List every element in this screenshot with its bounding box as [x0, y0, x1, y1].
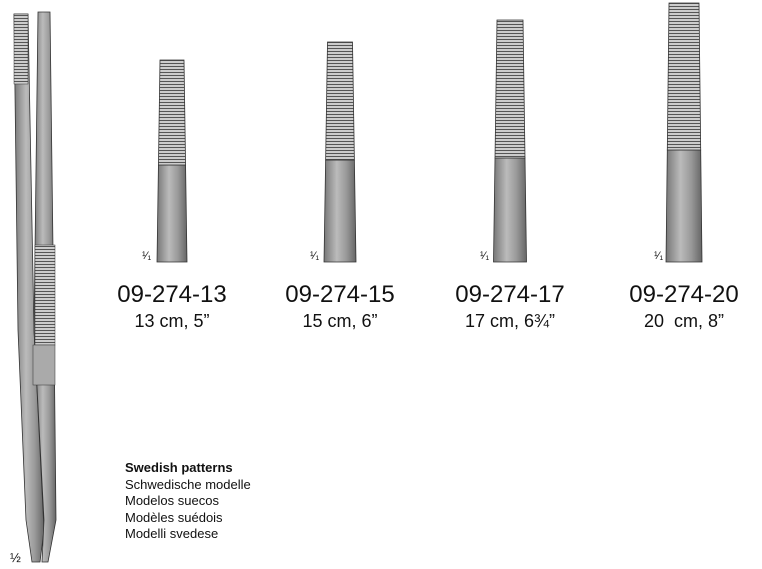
description-title: Swedish patterns — [125, 460, 233, 475]
item-scale: ¹⁄₁ — [142, 250, 152, 262]
tip-shaft — [665, 149, 703, 263]
tip-serration — [325, 41, 355, 161]
item-size: 15 cm, 6” — [302, 311, 378, 331]
tip-serration — [494, 19, 526, 159]
item-size: 17 cm, 6¾” — [464, 311, 556, 331]
tip-serration — [158, 59, 186, 166]
item-size: 13 cm, 5” — [134, 311, 210, 331]
translation: Modelli svedese — [125, 526, 219, 541]
tips — [156, 2, 703, 263]
tweezers-overview — [13, 11, 57, 563]
item-scale: ¹⁄₁ — [654, 250, 664, 262]
tip-shaft — [323, 159, 357, 263]
item-code: 09-274-13 — [117, 281, 227, 308]
item-code: 09-274-15 — [285, 281, 395, 308]
item-scale: ¹⁄₁ — [310, 250, 320, 262]
translations: Schwedische modelle Modelos suecos Modèles… — [125, 477, 251, 543]
item-scale: ¹⁄₁ — [480, 250, 490, 262]
translation: Modelos suecos — [125, 493, 219, 508]
translation: Schwedische modelle — [125, 476, 251, 492]
tip-shaft — [156, 164, 188, 263]
overview-scale: ½ — [10, 550, 21, 565]
item-size: 20 cm, 8” — [643, 311, 725, 331]
tip-shaft — [493, 157, 527, 263]
translation: Modèles suédois — [125, 509, 223, 525]
description: Swedish patterns Schwedische modelle Mode… — [125, 460, 251, 543]
item-code: 09-274-20 — [629, 281, 739, 308]
item-code: 09-274-17 — [455, 281, 565, 308]
tip-serration — [666, 2, 702, 151]
